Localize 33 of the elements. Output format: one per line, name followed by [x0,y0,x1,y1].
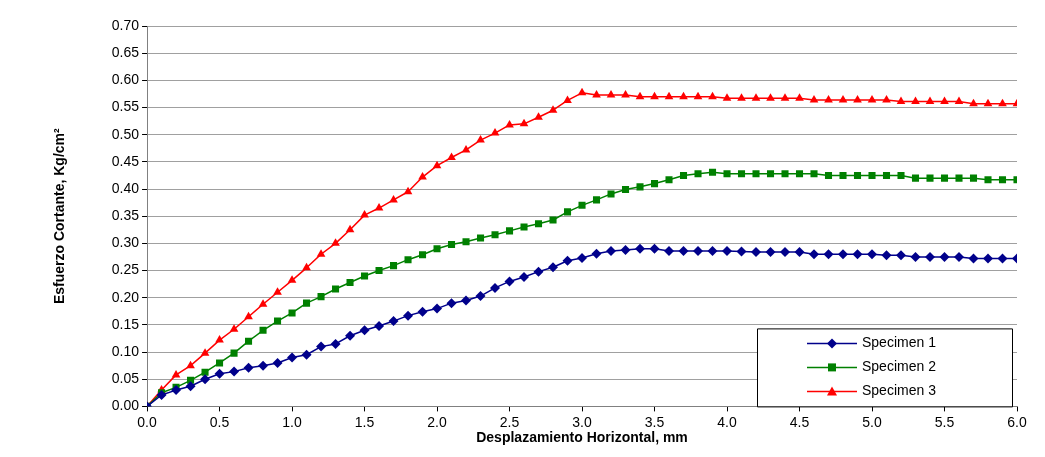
x-tick-label: 5.5 [934,413,955,430]
x-tick-label: 5.0 [862,413,882,430]
x-tick-label: 4.5 [789,413,810,430]
x-tick-label: 4.0 [717,413,737,430]
y-tick-label: 0.15 [111,315,140,332]
y-tick-label: 0.60 [111,71,140,88]
x-tick-label: 6.0 [1007,413,1027,430]
x-tick-label: 3.0 [572,413,592,430]
x-axis-title: Desplazamiento Horizontal, mm [476,429,688,446]
y-tick-label: 0.70 [111,16,140,33]
y-axis-title: Esfuerzo Cortante, Kg/cm² [51,127,68,305]
x-tick-label: 2.0 [427,413,447,430]
legend-label: Specimen 3 [862,382,937,399]
y-tick-label: 0.30 [111,234,140,251]
legend-label: Specimen 1 [862,334,937,351]
x-tick-label: 1.0 [282,413,302,430]
y-tick-label: 0.25 [111,261,140,278]
x-tick-label: 3.5 [644,413,665,430]
y-tick-label: 0.55 [111,98,140,115]
y-tick-label: 0.00 [111,397,140,414]
y-tick-label: 0.50 [111,125,140,142]
y-tick-label: 0.40 [111,179,140,196]
x-tick-label: 2.5 [499,413,520,430]
y-tick-label: 0.20 [111,288,140,305]
y-tick-label: 0.65 [111,44,140,61]
y-tick-label: 0.10 [111,342,140,359]
legend-label: Specimen 2 [862,358,937,375]
y-tick-label: 0.45 [111,152,140,169]
y-tick-label: 0.35 [111,207,140,224]
x-tick-label: 0.5 [209,413,230,430]
y-tick-label: 0.05 [111,370,140,387]
x-tick-label: 0.0 [137,413,157,430]
x-tick-label: 1.5 [354,413,375,430]
